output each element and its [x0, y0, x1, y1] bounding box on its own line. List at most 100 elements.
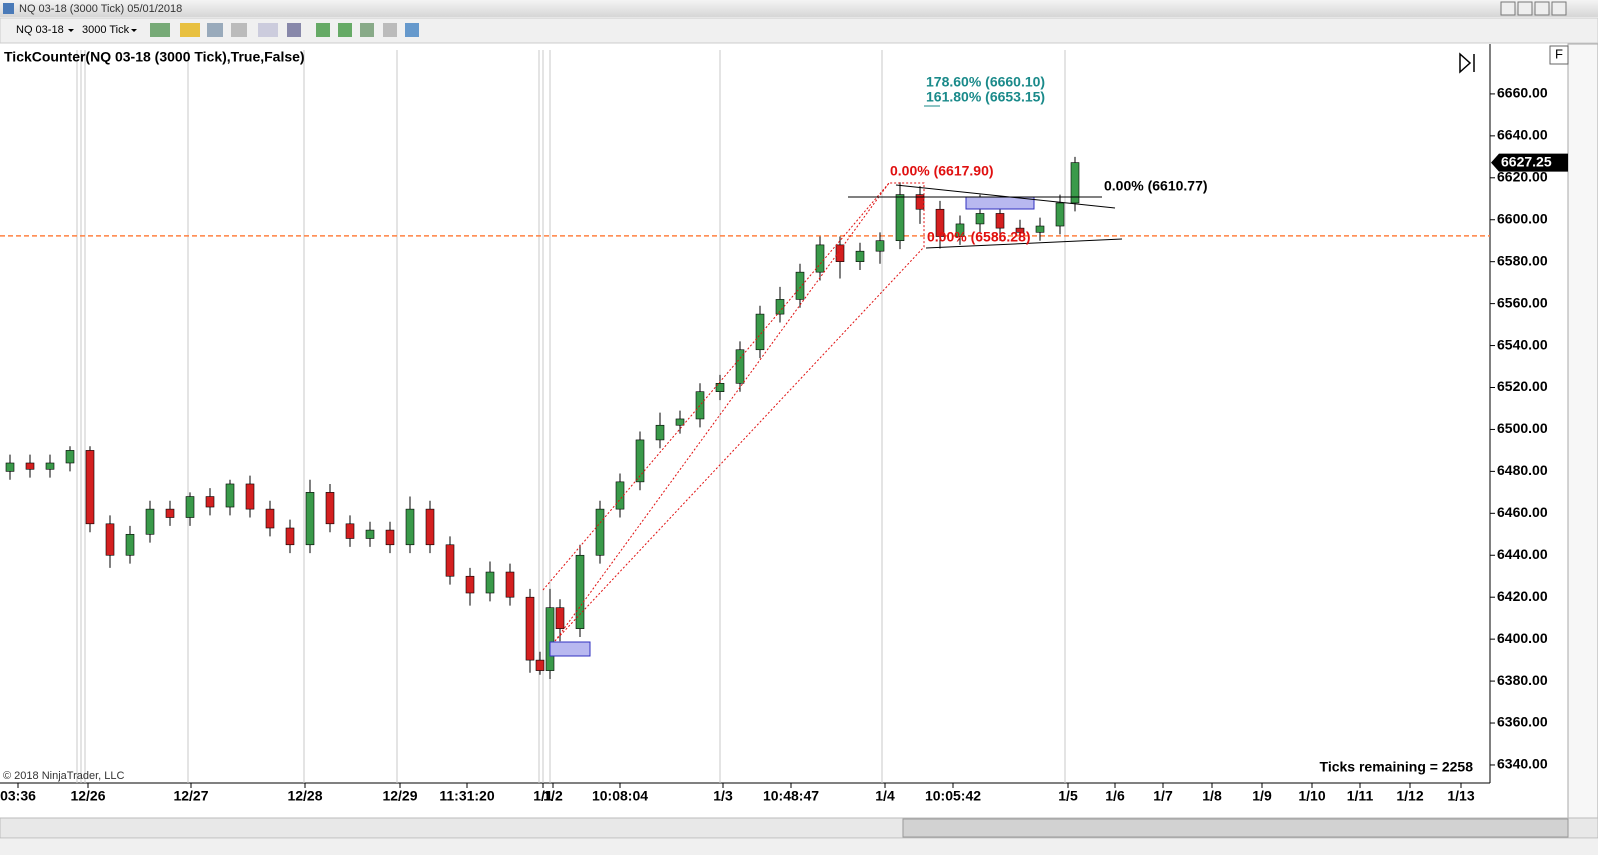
candle-body: [595, 508, 605, 556]
candle-body: [735, 349, 745, 384]
candle-body: [385, 529, 395, 546]
candle-body: [125, 533, 135, 556]
zone-rect: [549, 641, 591, 657]
side-tab[interactable]: [1549, 45, 1569, 65]
annotation: 161.80% (6653.15): [926, 89, 1045, 105]
y-tick-label: 6380.00: [1497, 672, 1548, 688]
candle-body: [1055, 202, 1065, 227]
candle-body: [855, 250, 865, 262]
x-tick-label: 1/13: [1447, 788, 1474, 804]
chart-style-button[interactable]: [150, 23, 170, 37]
y-tick-label: 6360.00: [1497, 714, 1548, 730]
candle-body: [245, 483, 255, 510]
y-tick-label: 6640.00: [1497, 127, 1548, 143]
x-tick-label: 10:05:42: [925, 788, 981, 804]
x-tick-label: 1/6: [1105, 788, 1125, 804]
status-strip: [0, 839, 1598, 855]
candle-body: [815, 244, 825, 273]
y-tick-label: 6500.00: [1497, 420, 1548, 436]
window-title: NQ 03-18 (3000 Tick) 05/01/2018: [19, 3, 182, 15]
close-button[interactable]: [1551, 1, 1567, 16]
y-tick-label: 6560.00: [1497, 294, 1548, 310]
candle-body: [45, 462, 55, 470]
indicator-label: TickCounter(NQ 03-18 (3000 Tick),True,Fa…: [4, 49, 305, 65]
candle-body: [5, 462, 15, 472]
candle-body: [485, 571, 495, 594]
y-tick-label: 6420.00: [1497, 588, 1548, 604]
candle-body: [715, 383, 725, 392]
title-bar: [0, 0, 1598, 17]
candle-body: [755, 313, 765, 351]
save-button[interactable]: [383, 23, 397, 37]
candle-body: [465, 575, 475, 594]
x-tick-label: 1/12: [1396, 788, 1423, 804]
annotation: 0.00% (6617.90): [890, 163, 994, 179]
plot: [0, 156, 1490, 679]
candle-body: [165, 508, 175, 518]
tool-button[interactable]: [231, 23, 247, 37]
tab-button[interactable]: [405, 23, 419, 37]
y-tick-label: 6660.00: [1497, 85, 1548, 101]
x-tick-label: 1/11: [1347, 788, 1374, 804]
strategies-button[interactable]: [338, 23, 352, 37]
side-tab-label[interactable]: F: [1555, 46, 1563, 61]
properties-button[interactable]: [287, 23, 301, 37]
ticks-remaining: Ticks remaining = 2258: [1320, 759, 1474, 775]
select-button[interactable]: [258, 23, 278, 37]
x-tick-label: 1/1: [533, 788, 553, 804]
window-buttons[interactable]: [1500, 1, 1567, 16]
x-tick-label: 1/2: [543, 788, 563, 804]
candle-body: [835, 244, 845, 262]
fib-extension: [554, 182, 925, 642]
zoom-button[interactable]: [207, 23, 223, 37]
annotation: 0.00% (6610.77): [1104, 178, 1208, 194]
x-tick-label: 1/3: [713, 788, 733, 804]
candle-body: [635, 439, 645, 483]
candle-body: [675, 418, 685, 426]
dropdown-arrow[interactable]: [131, 29, 137, 32]
x-tick-label: 1/9: [1252, 788, 1272, 804]
candle-body: [995, 213, 1005, 229]
candle-body: [105, 523, 115, 556]
x-tick-label: 1/8: [1202, 788, 1222, 804]
x-tick-label: 1/5: [1058, 788, 1078, 804]
candle-body: [85, 450, 95, 525]
app-icon: [3, 3, 14, 14]
candle-body: [695, 391, 705, 420]
x-tick-label: 03:36: [0, 788, 36, 804]
maximize-button[interactable]: [1534, 1, 1550, 16]
x-tick-label: 12/27: [173, 788, 208, 804]
candle-body: [935, 208, 945, 237]
period-selector[interactable]: 3000 Tick: [82, 24, 130, 36]
candle-body: [185, 496, 195, 518]
fib-line: [542, 182, 890, 591]
toolbar-icons[interactable]: [150, 23, 419, 37]
minimize-button[interactable]: [1500, 1, 1516, 16]
candle-body: [655, 424, 665, 441]
y-tick-label: 6600.00: [1497, 210, 1548, 226]
last-price-tag: [1491, 153, 1568, 172]
session-lines: [76, 50, 1066, 783]
candle-body: [535, 659, 545, 671]
candle-body: [285, 527, 295, 546]
candle-body: [1015, 227, 1025, 233]
y-tick-label: 6440.00: [1497, 546, 1548, 562]
last-price-label: 6627.25: [1501, 153, 1552, 169]
scroll-end-button[interactable]: [1459, 52, 1475, 74]
candle-body: [225, 483, 235, 508]
y-tick-label: 6620.00: [1497, 168, 1548, 184]
restore-button[interactable]: [1517, 1, 1533, 16]
draw-tool-button[interactable]: [180, 23, 200, 37]
instrument-selector[interactable]: NQ 03-18: [16, 24, 64, 36]
y-tick-label: 6460.00: [1497, 504, 1548, 520]
scrollbar-thumb[interactable]: [902, 818, 1569, 838]
candle-body: [875, 240, 885, 252]
data-box-button[interactable]: [360, 23, 374, 37]
candle-body: [1070, 162, 1080, 204]
candle-body: [65, 450, 75, 464]
indicators-button[interactable]: [316, 23, 330, 37]
y-tick-label: 6540.00: [1497, 336, 1548, 352]
dropdown-arrow[interactable]: [68, 29, 74, 32]
x-tick-label: 10:48:47: [763, 788, 819, 804]
